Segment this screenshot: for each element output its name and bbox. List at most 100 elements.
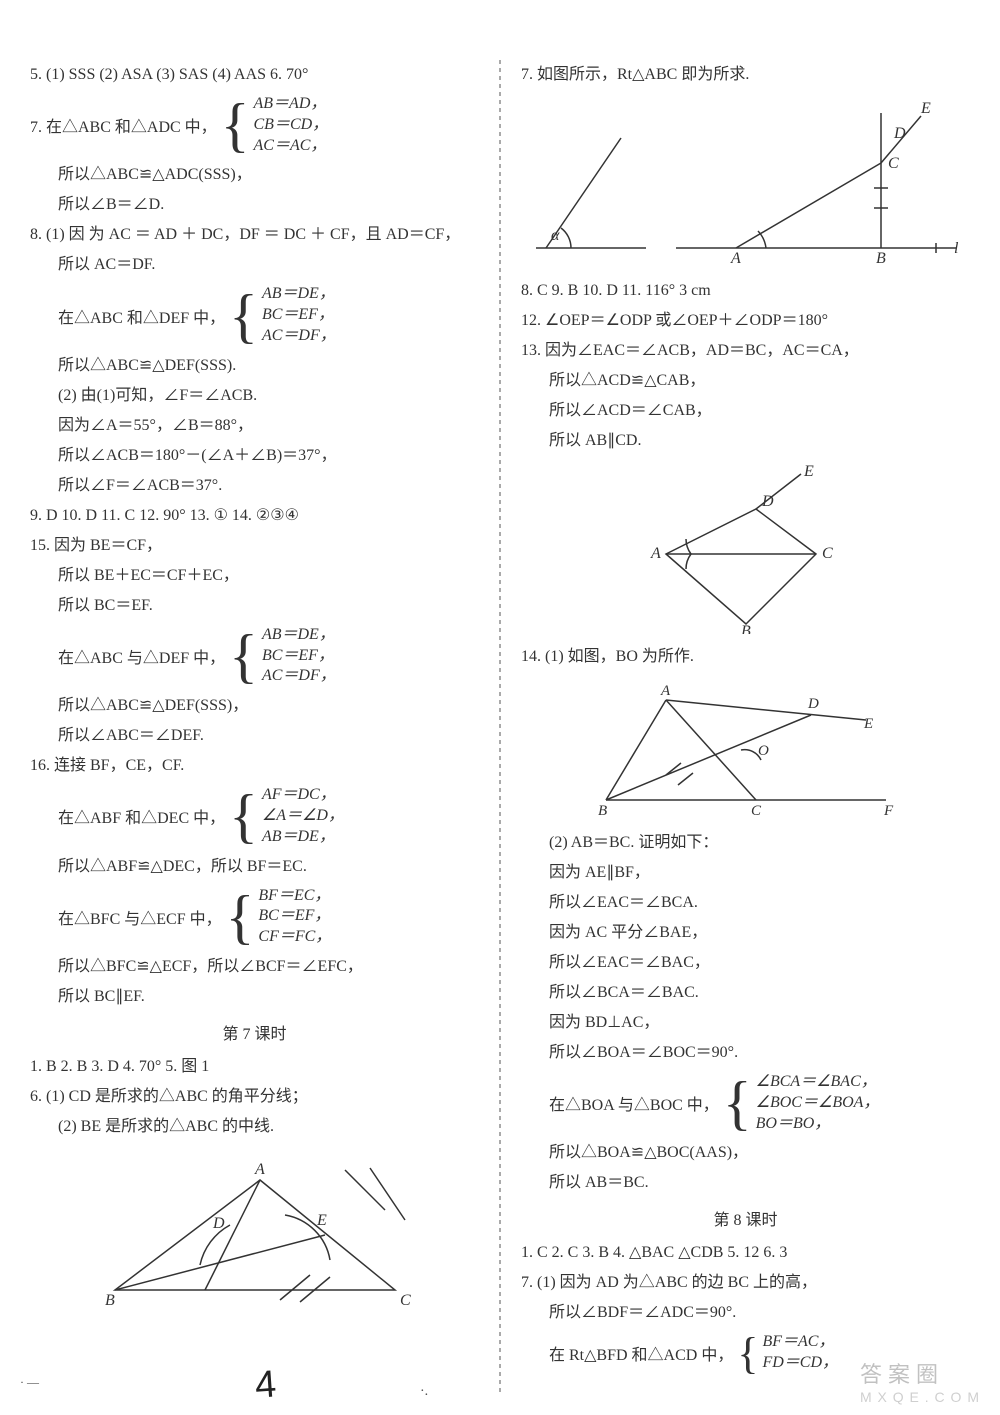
text-line: 7. 在△ABC 和△ADC 中， <box>30 113 217 137</box>
text-line: 所以∠BDF＝∠ADC＝90°. <box>521 1301 970 1325</box>
text-line: AF＝DC， <box>262 785 344 806</box>
text-line: AB＝DE， <box>262 284 336 305</box>
text-line: FD＝CD， <box>762 1353 838 1374</box>
text-line: 所以△ABF≌△DEC，所以 BF＝EC. <box>30 855 479 879</box>
text-line: 所以△ABC≌△DEF(SSS). <box>30 354 479 378</box>
brace-block: 在△ABF 和△DEC 中， { AF＝DC， ∠A＝∠D， AB＝DE， <box>30 785 479 847</box>
text-line: 在△BOA 与△BOC 中， <box>549 1091 719 1115</box>
text-line: 所以△BFC≌△ECF，所以∠BCF＝∠EFC， <box>30 955 479 979</box>
figure-label: E <box>863 716 873 732</box>
figure-label: D <box>893 125 906 142</box>
watermark: 答案圈 M X Q E . C O M <box>860 1357 980 1405</box>
text-line: ∠A＝∠D， <box>262 806 344 827</box>
text-line: BC＝EF， <box>262 646 336 667</box>
brace-left-icon: { <box>229 292 258 340</box>
text-line: 所以△BOA≌△BOC(AAS)， <box>521 1141 970 1165</box>
text-line: 所以∠EAC＝∠BAC， <box>521 951 970 975</box>
brace-block: 7. 在△ABC 和△ADC 中， { AB＝AD， CB＝CD， AC＝AC， <box>30 94 479 156</box>
text-line: 13. 因为∠EAC＝∠ACB，AD＝BC，AC＝CA， <box>521 339 970 363</box>
text-line: BC＝EF， <box>258 906 331 927</box>
text-line: AC＝DF， <box>262 666 336 687</box>
figure-label: A <box>730 250 741 267</box>
text-line: 因为 AE∥BF， <box>521 861 970 885</box>
text-line: 16. 连接 BF，CE，CF. <box>30 754 479 778</box>
lesson-title: 第 8 课时 <box>521 1206 970 1230</box>
text-line: CB＝CD， <box>254 115 329 136</box>
brace-content: AB＝AD， CB＝CD， AC＝AC， <box>254 94 329 156</box>
text-line: 所以 BC＝EF. <box>30 594 479 618</box>
text-line: 所以△ABC≌△DEF(SSS)， <box>30 694 479 718</box>
figure-label: C <box>400 1292 411 1309</box>
text-line: AB＝AD， <box>254 94 329 115</box>
text-line: 8. (1) 因 为 AC ＝ AD ＋ DC，DF ＝ DC ＋ CF，且 A… <box>30 223 479 247</box>
text-line: 所以∠BOA＝∠BOC＝90°. <box>521 1041 970 1065</box>
text-line: AC＝AC， <box>254 136 329 157</box>
text-line: 1. B 2. B 3. D 4. 70° 5. 图 1 <box>30 1055 479 1079</box>
text-line: BF＝EC， <box>258 886 331 907</box>
figure-label: A <box>254 1161 265 1178</box>
figure-label: C <box>751 803 762 819</box>
text-line: 12. ∠OEP＝∠ODP 或∠OEP＋∠ODP＝180° <box>521 309 970 333</box>
text-line: CF＝FC， <box>258 927 331 948</box>
page-number-handwritten: 4 <box>254 1363 278 1407</box>
figure-label: l <box>954 240 959 257</box>
figure-label: D <box>212 1215 225 1232</box>
text-line: 所以∠ACD＝∠CAB， <box>521 399 970 423</box>
brace-left-icon: { <box>226 893 255 941</box>
text-line: 所以∠BCA＝∠BAC. <box>521 981 970 1005</box>
figure-label: D <box>807 696 819 712</box>
text-line: BF＝AC， <box>762 1332 838 1353</box>
text-line: 因为 BD⊥AC， <box>521 1011 970 1035</box>
figure-label: B <box>876 250 886 267</box>
figure-label: O <box>758 743 769 759</box>
text-line: 所以 BC∥EF. <box>30 985 479 1009</box>
text-line: BO＝BO， <box>756 1114 880 1135</box>
text-line: 所以△ACD≌△CAB， <box>521 369 970 393</box>
text-line: 6. (1) CD 是所求的△ABC 的角平分线； <box>30 1085 479 1109</box>
figure-label: α <box>551 227 560 244</box>
text-line: 所以∠EAC＝∠BCA. <box>521 891 970 915</box>
figure-label: E <box>803 464 814 480</box>
figure-abcd-e: A B C D E <box>636 464 856 634</box>
watermark-title: 答案圈 <box>860 1357 980 1389</box>
text-line: 在△BFC 与△ECF 中， <box>58 905 222 929</box>
text-line: 所以 AB＝BC. <box>521 1171 970 1195</box>
figure-label: E <box>920 100 931 117</box>
text-line: 因为∠A＝55°，∠B＝88°， <box>30 414 479 438</box>
brace-block: 在△ABC 与△DEF 中， { AB＝DE， BC＝EF， AC＝DF， <box>30 625 479 687</box>
text-line: (2) BE 是所求的△ABC 的中线. <box>30 1115 479 1139</box>
text-line: 15. 因为 BE＝CF， <box>30 534 479 558</box>
text-line: 在 Rt△BFD 和△ACD 中， <box>549 1341 733 1365</box>
text-line: 5. (1) SSS (2) ASA (3) SAS (4) AAS 6. 70… <box>30 63 479 87</box>
column-divider <box>499 60 501 1395</box>
text-line: 在△ABF 和△DEC 中， <box>58 804 225 828</box>
brace-content: AF＝DC， ∠A＝∠D， AB＝DE， <box>262 785 344 847</box>
brace-content: AB＝DE， BC＝EF， AC＝DF， <box>262 284 336 346</box>
lesson-title: 第 7 课时 <box>30 1020 479 1044</box>
text-line: BC＝EF， <box>262 305 336 326</box>
text-line: ∠BOC＝∠BOA， <box>756 1093 880 1114</box>
figure-label: B <box>741 623 751 634</box>
right-column: 7. 如图所示，Rt△ABC 即为所求. α A B C <box>521 60 970 1395</box>
brace-left-icon: { <box>221 101 250 149</box>
text-line: 8. C 9. B 10. D 11. 116° 3 cm <box>521 279 970 303</box>
brace-content: BF＝EC， BC＝EF， CF＝FC， <box>258 886 331 948</box>
figure-label: B <box>105 1292 115 1309</box>
text-line: 所以△ABC≌△ADC(SSS)， <box>30 163 479 187</box>
text-line: 7. (1) 因为 AD 为△ABC 的边 BC 上的高， <box>521 1271 970 1295</box>
text-line: 所以∠ABC＝∠DEF. <box>30 724 479 748</box>
text-line: AC＝DF， <box>262 326 336 347</box>
text-line: 所以 AB∥CD. <box>521 429 970 453</box>
brace-left-icon: { <box>737 1336 758 1371</box>
text-line: 7. 如图所示，Rt△ABC 即为所求. <box>521 63 970 87</box>
text-line: (2) AB＝BC. 证明如下： <box>521 831 970 855</box>
text-line: 在△ABC 和△DEF 中， <box>58 304 225 328</box>
figure-label: B <box>598 803 607 819</box>
figure-label: D <box>761 493 774 510</box>
brace-left-icon: { <box>229 792 258 840</box>
figure-label: C <box>822 545 833 562</box>
brace-block: 在△BFC 与△ECF 中， { BF＝EC， BC＝EF， CF＝FC， <box>30 886 479 948</box>
figure-label: A <box>650 545 661 562</box>
text-line: 在△ABC 与△DEF 中， <box>58 644 225 668</box>
text-line: 9. D 10. D 11. C 12. 90° 13. ① 14. ②③④ <box>30 504 479 528</box>
